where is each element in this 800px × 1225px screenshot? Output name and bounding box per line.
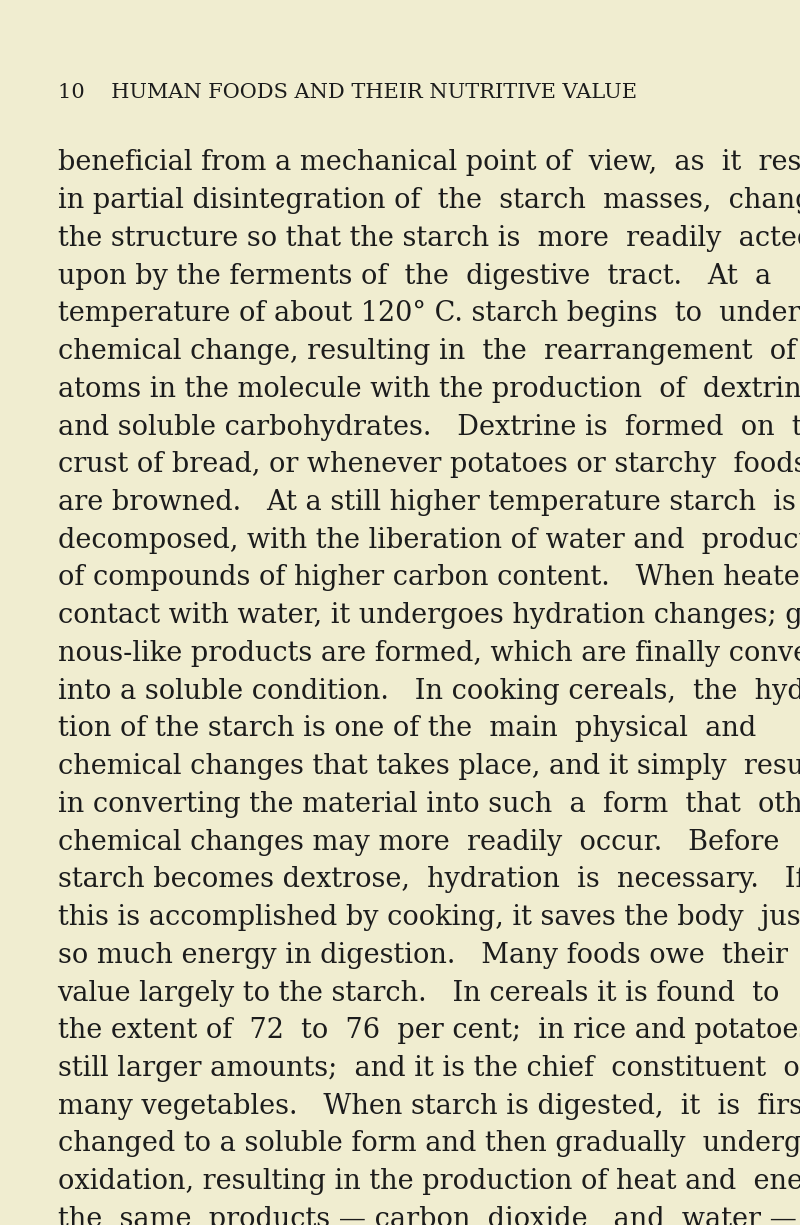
- Text: chemical changes may more  readily  occur.   Before: chemical changes may more readily occur.…: [58, 828, 779, 855]
- Text: tion of the starch is one of the  main  physical  and: tion of the starch is one of the main ph…: [58, 715, 756, 742]
- Text: in partial disintegration of  the  starch  masses,  changing: in partial disintegration of the starch …: [58, 187, 800, 214]
- Text: contact with water, it undergoes hydration changes; gelati-: contact with water, it undergoes hydrati…: [58, 603, 800, 630]
- Text: the structure so that the starch is  more  readily  acted: the structure so that the starch is more…: [58, 225, 800, 252]
- Text: changed to a soluble form and then gradually  undergoes: changed to a soluble form and then gradu…: [58, 1131, 800, 1158]
- Text: many vegetables.   When starch is digested,  it  is  first: many vegetables. When starch is digested…: [58, 1093, 800, 1120]
- Text: in converting the material into such  a  form  that  other: in converting the material into such a f…: [58, 791, 800, 818]
- Text: of compounds of higher carbon content.   When heated in: of compounds of higher carbon content. W…: [58, 565, 800, 592]
- Text: still larger amounts;  and it is the chief  constituent  of: still larger amounts; and it is the chie…: [58, 1055, 800, 1082]
- Text: the  same  products — carbon  dioxide   and  water — being: the same products — carbon dioxide and w…: [58, 1205, 800, 1225]
- Text: crust of bread, or whenever potatoes or starchy  foods: crust of bread, or whenever potatoes or …: [58, 451, 800, 478]
- Text: 10    HUMAN FOODS AND THEIR NUTRITIVE VALUE: 10 HUMAN FOODS AND THEIR NUTRITIVE VALUE: [58, 83, 637, 103]
- Text: and soluble carbohydrates.   Dextrine is  formed  on  the: and soluble carbohydrates. Dextrine is f…: [58, 414, 800, 441]
- Text: atoms in the molecule with the production  of  dextrine: atoms in the molecule with the productio…: [58, 376, 800, 403]
- Text: chemical change, resulting in  the  rearrangement  of  the: chemical change, resulting in the rearra…: [58, 338, 800, 365]
- Text: nous-like products are formed, which are finally converted: nous-like products are formed, which are…: [58, 639, 800, 666]
- Text: chemical changes that takes place, and it simply  results: chemical changes that takes place, and i…: [58, 753, 800, 780]
- Text: oxidation, resulting in the production of heat and  energy,: oxidation, resulting in the production o…: [58, 1169, 800, 1196]
- Text: the extent of  72  to  76  per cent;  in rice and potatoes in: the extent of 72 to 76 per cent; in rice…: [58, 1017, 800, 1044]
- Text: decomposed, with the liberation of water and  production: decomposed, with the liberation of water…: [58, 527, 800, 554]
- Text: into a soluble condition.   In cooking cereals,  the  hydra-: into a soluble condition. In cooking cer…: [58, 677, 800, 704]
- Text: this is accomplished by cooking, it saves the body  just: this is accomplished by cooking, it save…: [58, 904, 800, 931]
- Text: value largely to the starch.   In cereals it is found  to: value largely to the starch. In cereals …: [58, 980, 780, 1007]
- Text: are browned.   At a still higher temperature starch  is: are browned. At a still higher temperatu…: [58, 489, 795, 516]
- Text: beneficial from a mechanical point of  view,  as  it  results: beneficial from a mechanical point of vi…: [58, 149, 800, 176]
- Text: starch becomes dextrose,  hydration  is  necessary.   If: starch becomes dextrose, hydration is ne…: [58, 866, 800, 893]
- Text: so much energy in digestion.   Many foods owe  their: so much energy in digestion. Many foods …: [58, 942, 787, 969]
- Text: temperature of about 120° C. starch begins  to  undergo: temperature of about 120° C. starch begi…: [58, 300, 800, 327]
- Text: upon by the ferments of  the  digestive  tract.   At  a: upon by the ferments of the digestive tr…: [58, 262, 771, 289]
